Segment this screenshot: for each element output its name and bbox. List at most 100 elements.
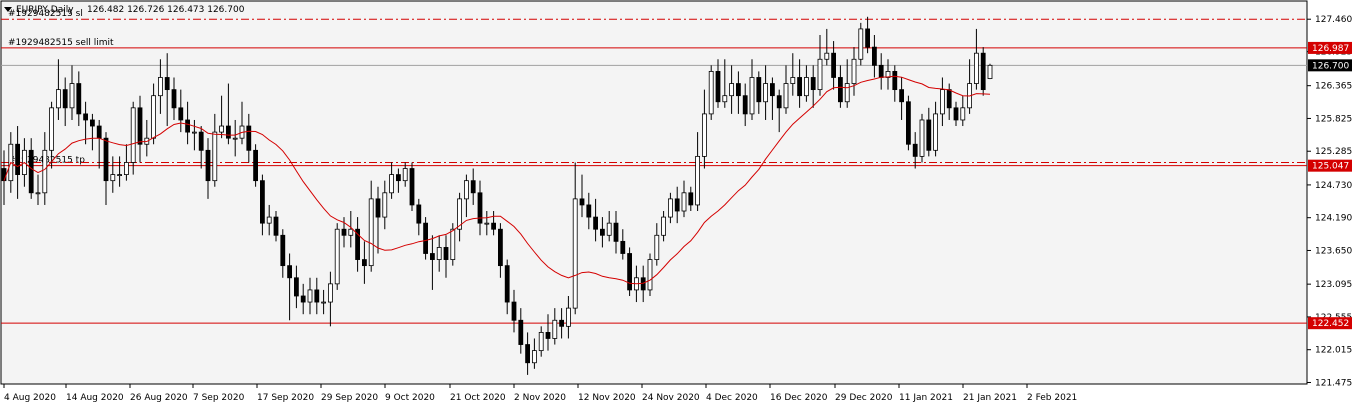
- candle-body: [593, 216, 598, 230]
- candle-body: [899, 89, 904, 103]
- candle-body: [742, 95, 748, 115]
- candle: [858, 22, 864, 66]
- candle-body: [708, 71, 714, 115]
- candle-body: [205, 149, 211, 182]
- candle-body: [756, 77, 762, 103]
- candle: [742, 83, 748, 127]
- candle: [586, 192, 592, 230]
- candle: [198, 126, 204, 169]
- candle: [674, 186, 680, 224]
- candle-body: [865, 28, 870, 48]
- candle: [423, 217, 429, 260]
- candle-body: [178, 107, 184, 121]
- candle-body: [124, 162, 129, 175]
- candle: [980, 47, 986, 96]
- y-tick-label: 124.190: [1315, 214, 1352, 224]
- candle: [708, 65, 714, 120]
- symbol-label: EURJPY,Daily: [16, 5, 74, 15]
- candle: [124, 144, 129, 181]
- candle: [321, 289, 327, 315]
- candles-group: [1, 16, 993, 375]
- candle: [484, 211, 490, 236]
- candle-body: [259, 180, 265, 224]
- candle: [157, 59, 163, 114]
- candle-body: [525, 344, 530, 364]
- y-tick-label: 125.825: [1315, 114, 1352, 124]
- candle: [470, 168, 476, 205]
- x-tick-label: 12 Nov 2020: [578, 393, 636, 403]
- x-tick-label: 29 Dec 2020: [835, 393, 893, 403]
- x-tick-label: 7 Sep 2020: [193, 393, 245, 403]
- candle: [83, 101, 88, 145]
- candle: [729, 65, 734, 114]
- candle: [280, 229, 286, 278]
- candle-body: [443, 247, 449, 260]
- candle: [695, 132, 700, 212]
- candle-body: [606, 222, 612, 236]
- y-tick-label: 121.475: [1315, 378, 1352, 388]
- candle: [191, 119, 197, 151]
- candle: [885, 59, 891, 90]
- candle-body: [770, 83, 775, 97]
- triangle-down-icon[interactable]: [4, 7, 12, 12]
- candle-body: [416, 204, 422, 224]
- candle: [382, 180, 388, 230]
- candle-body: [851, 58, 857, 84]
- candle-body: [878, 64, 884, 78]
- candle-body: [892, 71, 898, 91]
- price-tag-tp: [1308, 159, 1352, 172]
- candle-body: [450, 228, 456, 260]
- candle-body: [674, 198, 680, 212]
- candle-body: [470, 180, 476, 194]
- candle-body: [76, 83, 82, 115]
- candle-body: [117, 174, 122, 176]
- candle: [702, 89, 707, 169]
- candle: [906, 95, 911, 151]
- price-axis[interactable]: 127.460126.925126.365125.825125.285124.7…: [1307, 15, 1352, 388]
- candle: [368, 180, 374, 272]
- candle-body: [647, 259, 653, 291]
- candle-body: [885, 71, 891, 78]
- candle: [232, 119, 238, 157]
- time-axis[interactable]: 4 Aug 2020 14 Aug 2020 26 Aug 2020 7 Sep 20…: [3, 384, 1077, 403]
- candle-body: [293, 277, 299, 297]
- candle-body: [491, 222, 497, 230]
- candle: [110, 156, 116, 193]
- candle: [919, 113, 925, 163]
- candle-body: [402, 168, 408, 182]
- candle-body: [919, 119, 925, 157]
- candle-body: [157, 77, 163, 97]
- candle: [912, 132, 918, 169]
- candle-body: [375, 198, 381, 218]
- candle: [76, 71, 82, 127]
- candle: [831, 41, 836, 90]
- candle: [661, 211, 666, 242]
- candle-body: [946, 89, 952, 109]
- candle-body: [912, 143, 918, 157]
- candle-body: [497, 228, 503, 267]
- candle: [579, 174, 585, 218]
- current-price-tag-text: 126.700: [1312, 61, 1349, 71]
- y-tick-label: 125.285: [1315, 147, 1352, 157]
- candle: [463, 174, 469, 218]
- candle: [49, 101, 54, 169]
- candle-body: [368, 198, 374, 267]
- candle-body: [327, 283, 333, 303]
- candle-body: [232, 137, 238, 140]
- candle: [293, 265, 299, 309]
- candle: [259, 174, 265, 236]
- candle: [409, 162, 415, 212]
- x-tick-label: 11 Jan 2021: [899, 393, 953, 403]
- candle: [334, 223, 340, 290]
- candle-body: [246, 125, 252, 151]
- candle-body: [300, 295, 306, 303]
- candle: [926, 107, 932, 157]
- candle: [225, 83, 231, 145]
- y-tick-label: 124.730: [1315, 181, 1352, 191]
- candle-body: [661, 216, 666, 236]
- plot-area[interactable]: [0, 0, 1308, 385]
- candle: [15, 126, 21, 199]
- candle-body: [810, 77, 816, 91]
